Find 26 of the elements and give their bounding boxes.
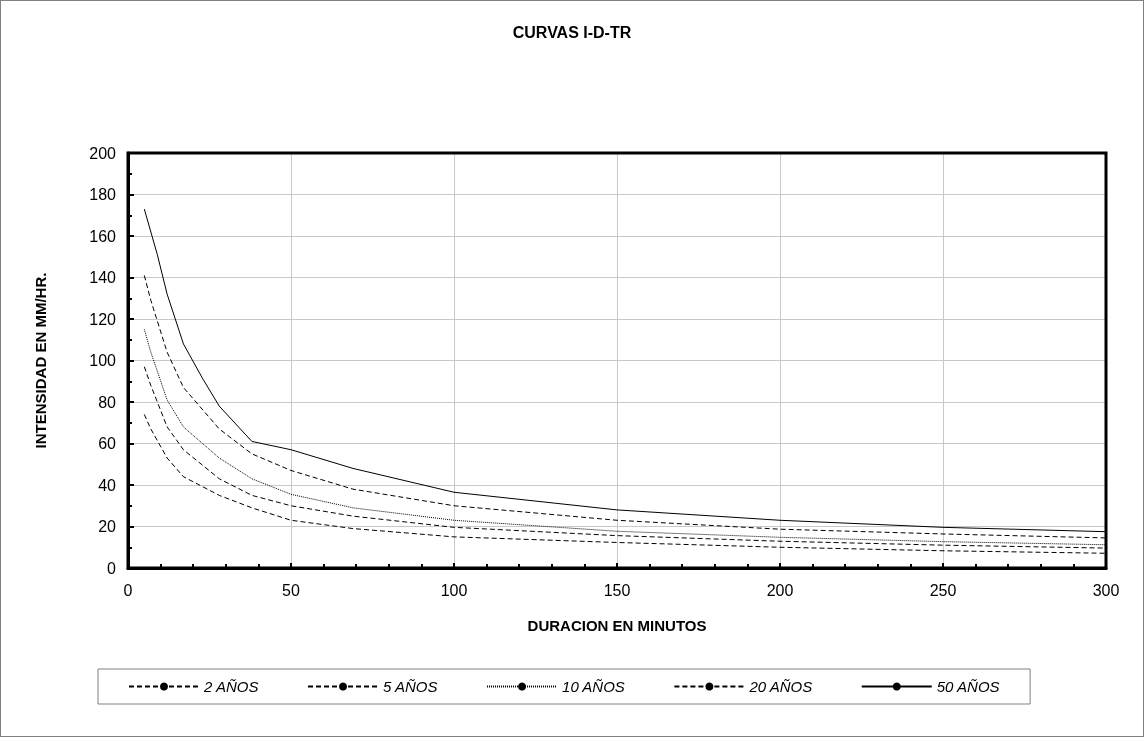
legend-label: 50 AÑOS xyxy=(936,678,1000,695)
y-tick-label: 0 xyxy=(107,559,117,577)
x-tick-label: 0 xyxy=(123,581,133,599)
legend-label: 5 AÑOS xyxy=(383,678,438,695)
x-tick-label: 250 xyxy=(929,581,957,599)
legend-label: 20 AÑOS xyxy=(748,678,813,695)
y-tick-label: 100 xyxy=(89,352,117,369)
x-tick-label: 150 xyxy=(603,581,631,599)
y-tick-label: 140 xyxy=(89,269,117,286)
y-tick-label: 200 xyxy=(89,144,117,162)
y-tick-label: 120 xyxy=(89,310,117,328)
x-tick-label: 300 xyxy=(1092,581,1120,599)
x-tick-label: 100 xyxy=(440,581,468,599)
x-tick-label: 200 xyxy=(766,581,794,599)
y-tick-label: 160 xyxy=(89,227,117,245)
y-tick-label: 180 xyxy=(89,186,117,203)
legend-label: 2 AÑOS xyxy=(203,678,259,695)
y-tick-label: 60 xyxy=(98,435,117,452)
y-tick-label: 80 xyxy=(98,393,117,411)
legend-label: 10 AÑOS xyxy=(562,678,625,695)
x-axis-title: DURACION EN MINUTOS xyxy=(527,617,707,634)
x-tick-label: 50 xyxy=(282,581,300,599)
y-tick-label: 20 xyxy=(98,518,117,535)
chart-title: CURVAS I-D-TR xyxy=(512,23,632,41)
y-tick-label: 40 xyxy=(98,476,117,494)
y-axis-title: INTENSIDAD EN MM/HR. xyxy=(32,272,49,449)
